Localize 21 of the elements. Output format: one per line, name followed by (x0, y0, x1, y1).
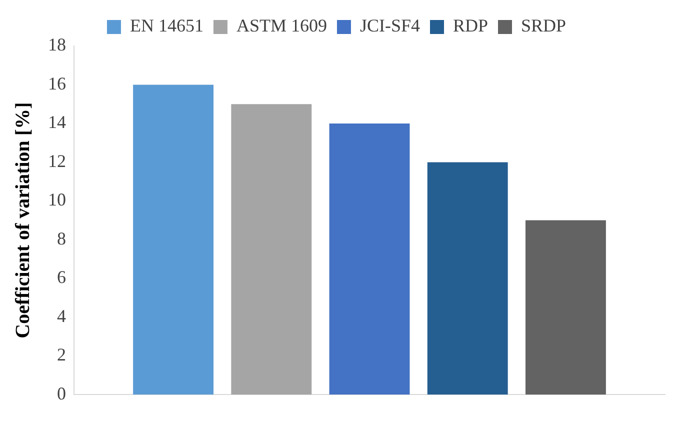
bar (525, 220, 606, 395)
y-tick-label: 8 (57, 228, 66, 248)
legend-label: SRDP (521, 16, 566, 36)
bar (329, 123, 410, 395)
y-tick-label: 18 (48, 34, 66, 55)
y-tick-label: 4 (57, 306, 66, 326)
legend-label: JCI-SF4 (360, 16, 420, 36)
y-tick-label: 12 (48, 150, 66, 171)
legend-label: EN 14651 (130, 16, 204, 36)
y-tick-label: 2 (57, 344, 66, 365)
legend-label: RDP (452, 16, 488, 36)
y-tick-label: 0 (57, 383, 66, 404)
y-tick-label: 14 (48, 112, 66, 132)
bar (231, 104, 312, 395)
y-tick-label: 16 (48, 73, 66, 94)
bar (133, 84, 214, 395)
legend-label: ASTM 1609 (236, 16, 327, 36)
y-axis-title: Coefficient of variation [%] (12, 102, 34, 338)
bar (427, 162, 508, 395)
y-tick-label: 10 (48, 190, 66, 210)
y-tick-label: 6 (57, 267, 66, 288)
